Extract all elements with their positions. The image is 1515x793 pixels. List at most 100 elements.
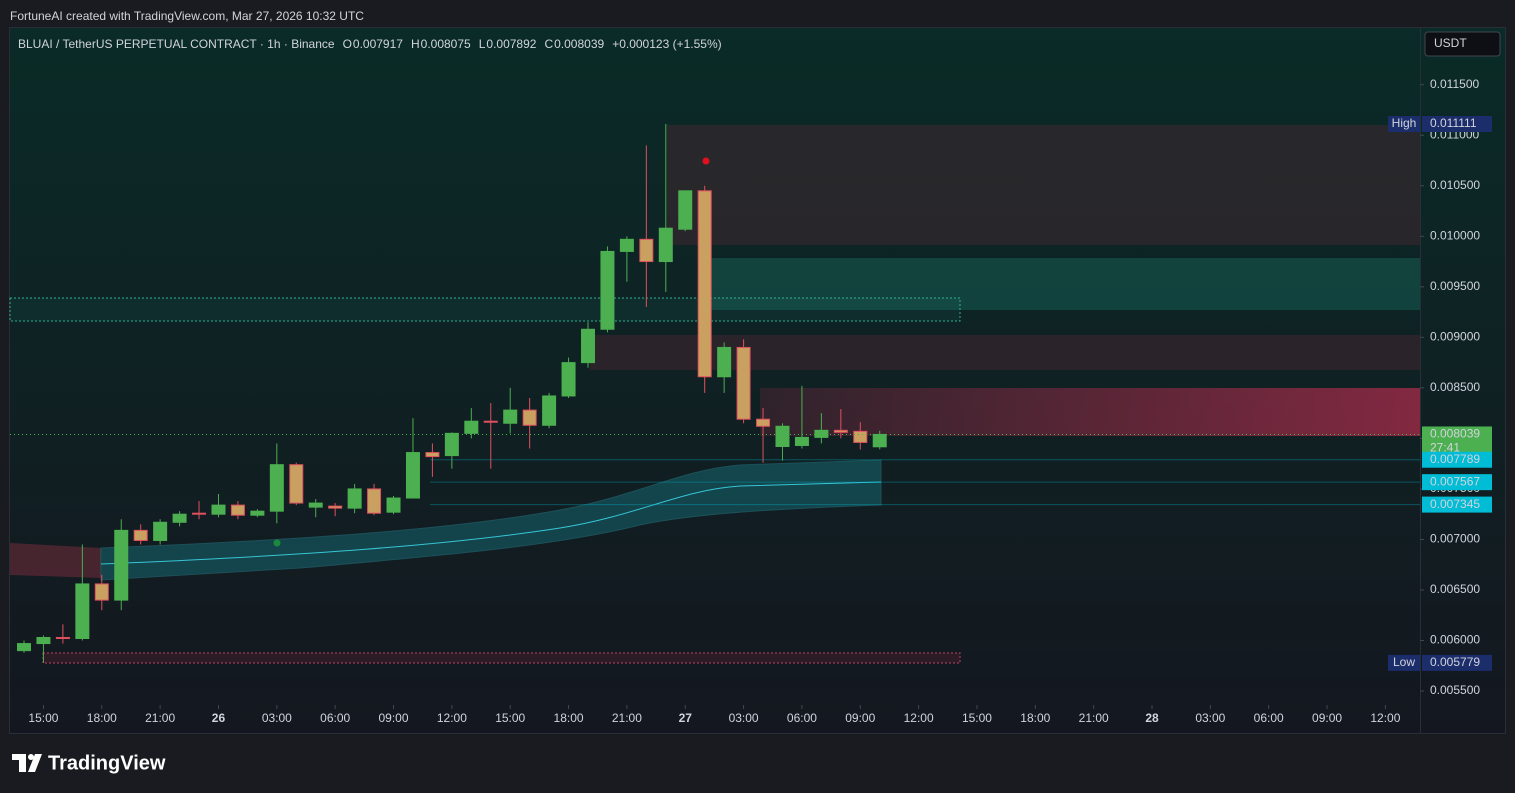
candle-body <box>697 190 712 378</box>
candle-body <box>172 513 187 523</box>
level-box <box>1422 451 1492 468</box>
candle-body <box>230 504 245 516</box>
x-tick-label: 03:00 <box>1195 711 1225 725</box>
watermark: FortuneAI created with TradingView.com, … <box>10 9 364 23</box>
candle-body <box>328 505 343 509</box>
currency[interactable]: USDT <box>1434 36 1467 50</box>
candle-body <box>600 250 615 330</box>
candle-body <box>736 346 751 420</box>
x-tick-label: 09:00 <box>845 711 875 725</box>
chart-title: BLUAI / TetherUS PERPETUAL CONTRACT · 1h… <box>18 37 335 51</box>
candle-body <box>405 452 420 499</box>
signal-dot <box>702 157 710 165</box>
candle-body <box>386 497 401 513</box>
candle-body <box>133 529 148 541</box>
candle-body <box>794 436 809 446</box>
plot <box>17 124 887 663</box>
candle-body <box>756 418 771 427</box>
zone <box>42 652 961 664</box>
y-tick-label: 0.006500 <box>1430 582 1480 596</box>
candle-body <box>542 395 557 426</box>
ohlc-value: 0.008075 <box>421 37 471 51</box>
logo-mark <box>12 754 42 772</box>
extreme-box <box>1422 116 1492 133</box>
y-tick-label: 0.009000 <box>1430 330 1480 344</box>
candle-body <box>308 502 323 508</box>
zone <box>760 388 1420 436</box>
ohlc-letter: O <box>343 37 352 51</box>
x-tick-label: 12:00 <box>437 711 467 725</box>
ohlc-letter: C <box>544 37 553 51</box>
candle-body <box>269 464 284 512</box>
x-tick-label: 18:00 <box>554 711 584 725</box>
x-tick-label: 09:00 <box>1312 711 1342 725</box>
candle-body <box>55 636 70 640</box>
countdown: 27:41 <box>1430 441 1460 455</box>
x-tick-label: 18:00 <box>87 711 117 725</box>
ohlc-value: 0.007892 <box>486 37 536 51</box>
candle-body <box>347 488 362 509</box>
ohlc-letter: L <box>479 37 486 51</box>
candle-body <box>367 488 382 514</box>
x-tick-label: 21:00 <box>1079 711 1109 725</box>
x-tick-label: 18:00 <box>1020 711 1050 725</box>
candle-body <box>289 464 304 504</box>
candle-body <box>483 420 498 423</box>
candle-body <box>678 190 693 230</box>
candle-body <box>522 409 537 426</box>
level-box <box>1422 474 1492 491</box>
candle-body <box>114 529 129 601</box>
candle-body <box>94 583 109 601</box>
ohlc-letter: H <box>411 37 420 51</box>
x-tick-label: 15:00 <box>495 711 525 725</box>
candle-body <box>444 432 459 457</box>
currency-button[interactable] <box>1424 31 1501 57</box>
candle-body <box>639 238 654 263</box>
x-tick-label: 21:00 <box>612 711 642 725</box>
price-label: 0.008039 <box>1430 427 1480 441</box>
candle-body <box>872 433 887 448</box>
level-label: 0.007345 <box>1430 497 1480 511</box>
zone <box>9 297 961 322</box>
x-tick-label: 21:00 <box>145 711 175 725</box>
logo <box>12 754 42 772</box>
extreme-tag <box>1388 654 1420 671</box>
x-tick-label: 12:00 <box>1370 711 1400 725</box>
candle-body <box>833 429 848 433</box>
extreme-label: 0.005779 <box>1430 655 1480 669</box>
extreme-name: Low <box>1393 655 1415 669</box>
zone <box>590 335 1420 370</box>
y-tick-label: 0.010000 <box>1430 228 1480 242</box>
level-label: 0.007789 <box>1430 452 1480 466</box>
candle-body <box>503 409 518 424</box>
candle-body <box>75 583 90 640</box>
ohlc-value: 0.007917 <box>353 37 403 51</box>
x-tick-label: 27 <box>679 711 693 725</box>
chart-panel <box>9 27 1506 734</box>
zone <box>706 258 1420 310</box>
ohlc-value: 0.008039 <box>554 37 604 51</box>
y-tick-label: 0.006000 <box>1430 633 1480 647</box>
candle-body <box>658 227 673 263</box>
candle-body <box>853 430 868 443</box>
candle-body <box>153 521 168 541</box>
candle-body <box>717 346 732 378</box>
candle-body <box>250 510 265 516</box>
level-box <box>1422 496 1492 513</box>
x-tick-label: 12:00 <box>904 711 934 725</box>
y-tick-label: 0.007000 <box>1430 532 1480 546</box>
x-tick-label: 03:00 <box>262 711 292 725</box>
y-tick-label: 0.011500 <box>1430 77 1479 91</box>
x-tick-label: 03:00 <box>729 711 759 725</box>
y-tick-label: 0.008500 <box>1430 380 1480 394</box>
x-tick-label: 28 <box>1145 711 1159 725</box>
ohlc-change: +0.000123 (+1.55%) <box>612 37 721 51</box>
logo-mark <box>28 754 34 760</box>
candle-body <box>36 636 51 645</box>
extreme-box <box>1422 654 1492 671</box>
brand: TradingView <box>48 752 166 774</box>
x-tick-label: 15:00 <box>962 711 992 725</box>
extreme-name: High <box>1392 116 1417 130</box>
